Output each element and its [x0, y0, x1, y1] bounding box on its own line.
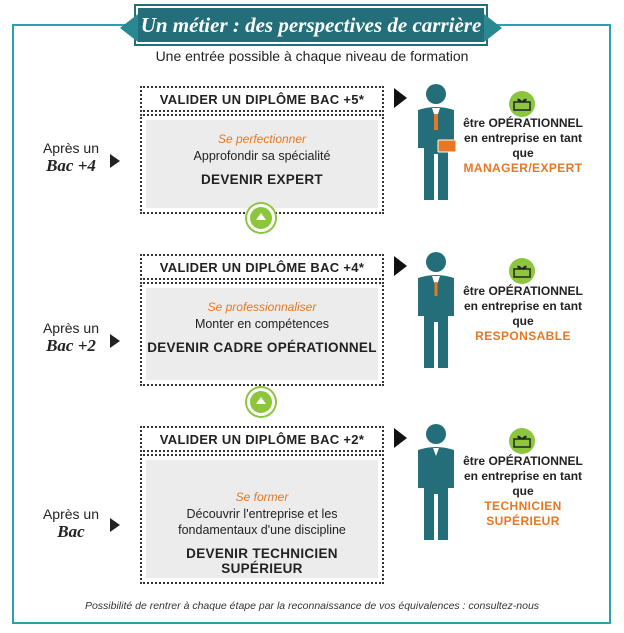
step-box-expert: Se perfectionner Approfondir sa spéciali… — [146, 120, 378, 208]
up-arrow-circle-icon — [247, 204, 275, 232]
up-arrow-circle-icon — [247, 388, 275, 416]
after-prefix: Après un — [42, 140, 100, 156]
arrow-right-icon — [394, 88, 407, 108]
validate-box-bac4: VALIDER UN DIPLÔME BAC +4* — [140, 254, 384, 280]
step-outcome: DEVENIR EXPERT — [201, 172, 323, 187]
step-kicker: Se perfectionner — [217, 132, 307, 146]
step-outcome: DEVENIR CADRE OPÉRATIONNEL — [147, 340, 377, 355]
page-title: Un métier : des perspectives de carrière — [140, 12, 482, 37]
step-description: Approfondir sa spécialité — [193, 149, 331, 163]
step-box-frame — [140, 454, 384, 584]
person-technicien-icon — [418, 424, 454, 540]
arrow-right-icon — [110, 518, 120, 532]
after-level: Bac — [57, 522, 85, 541]
gift-badge-icon — [509, 428, 535, 454]
gift-badge-icon — [509, 258, 535, 284]
person-responsable-icon — [418, 252, 454, 368]
validate-label: VALIDER UN DIPLÔME BAC +5* — [159, 91, 365, 107]
result-responsable: être OPÉRATIONNEL en entreprise en tant … — [458, 284, 588, 344]
after-level: Bac +4 — [46, 156, 96, 175]
person-manager-icon — [418, 84, 457, 200]
step-outcome: DEVENIR TECHNICIEN SUPÉRIEUR — [186, 546, 338, 576]
result-manager: être OPÉRATIONNEL en entreprise en tant … — [458, 116, 588, 176]
result-role: MANAGER/EXPERT — [463, 161, 583, 175]
after-label-bac2: Après un Bac +2 — [16, 320, 126, 356]
result-text: être OPÉRATIONNEL en entreprise en tant … — [463, 284, 583, 328]
arrow-right-icon — [110, 334, 120, 348]
after-level: Bac +2 — [46, 336, 96, 355]
step-kicker: Se former — [235, 490, 289, 504]
gift-badge-icon — [509, 91, 535, 117]
validate-box-bac5: VALIDER UN DIPLÔME BAC +5* — [140, 86, 384, 112]
footer-note: Possibilité de rentrer à chaque étape pa… — [84, 600, 540, 612]
step-description: Monter en compétences — [194, 317, 330, 331]
step-box-frame — [140, 282, 384, 386]
step-description: Découvrir l'entreprise et les fondamenta… — [178, 507, 346, 537]
after-prefix: Après un — [42, 506, 100, 522]
arrow-right-icon — [394, 256, 407, 276]
validate-box-bac2: VALIDER UN DIPLÔME BAC +2* — [140, 426, 384, 452]
step-box-cadre: Se professionnaliser Monter en compétenc… — [146, 288, 378, 380]
validate-label: VALIDER UN DIPLÔME BAC +2* — [159, 431, 365, 447]
result-role: TECHNICIEN SUPÉRIEUR — [484, 499, 562, 528]
after-prefix: Après un — [42, 320, 100, 336]
result-role: RESPONSABLE — [475, 329, 571, 343]
result-text: être OPÉRATIONNEL en entreprise en tant … — [463, 454, 583, 498]
title-banner: Un métier : des perspectives de carrière — [120, 8, 502, 42]
after-label-bac4: Après un Bac +4 — [16, 140, 126, 176]
validate-label: VALIDER UN DIPLÔME BAC +4* — [159, 259, 365, 275]
subtitle: Une entrée possible à chaque niveau de f… — [155, 48, 469, 64]
step-kicker: Se professionnaliser — [207, 300, 317, 314]
step-box-technicien: Se former Découvrir l'entreprise et les … — [146, 460, 378, 578]
after-label-bac: Après un Bac — [16, 506, 126, 542]
arrow-right-icon — [394, 428, 407, 448]
result-technicien: être OPÉRATIONNEL en entreprise en tant … — [458, 454, 588, 529]
result-text: être OPÉRATIONNEL en entreprise en tant … — [463, 116, 583, 160]
arrow-right-icon — [110, 154, 120, 168]
